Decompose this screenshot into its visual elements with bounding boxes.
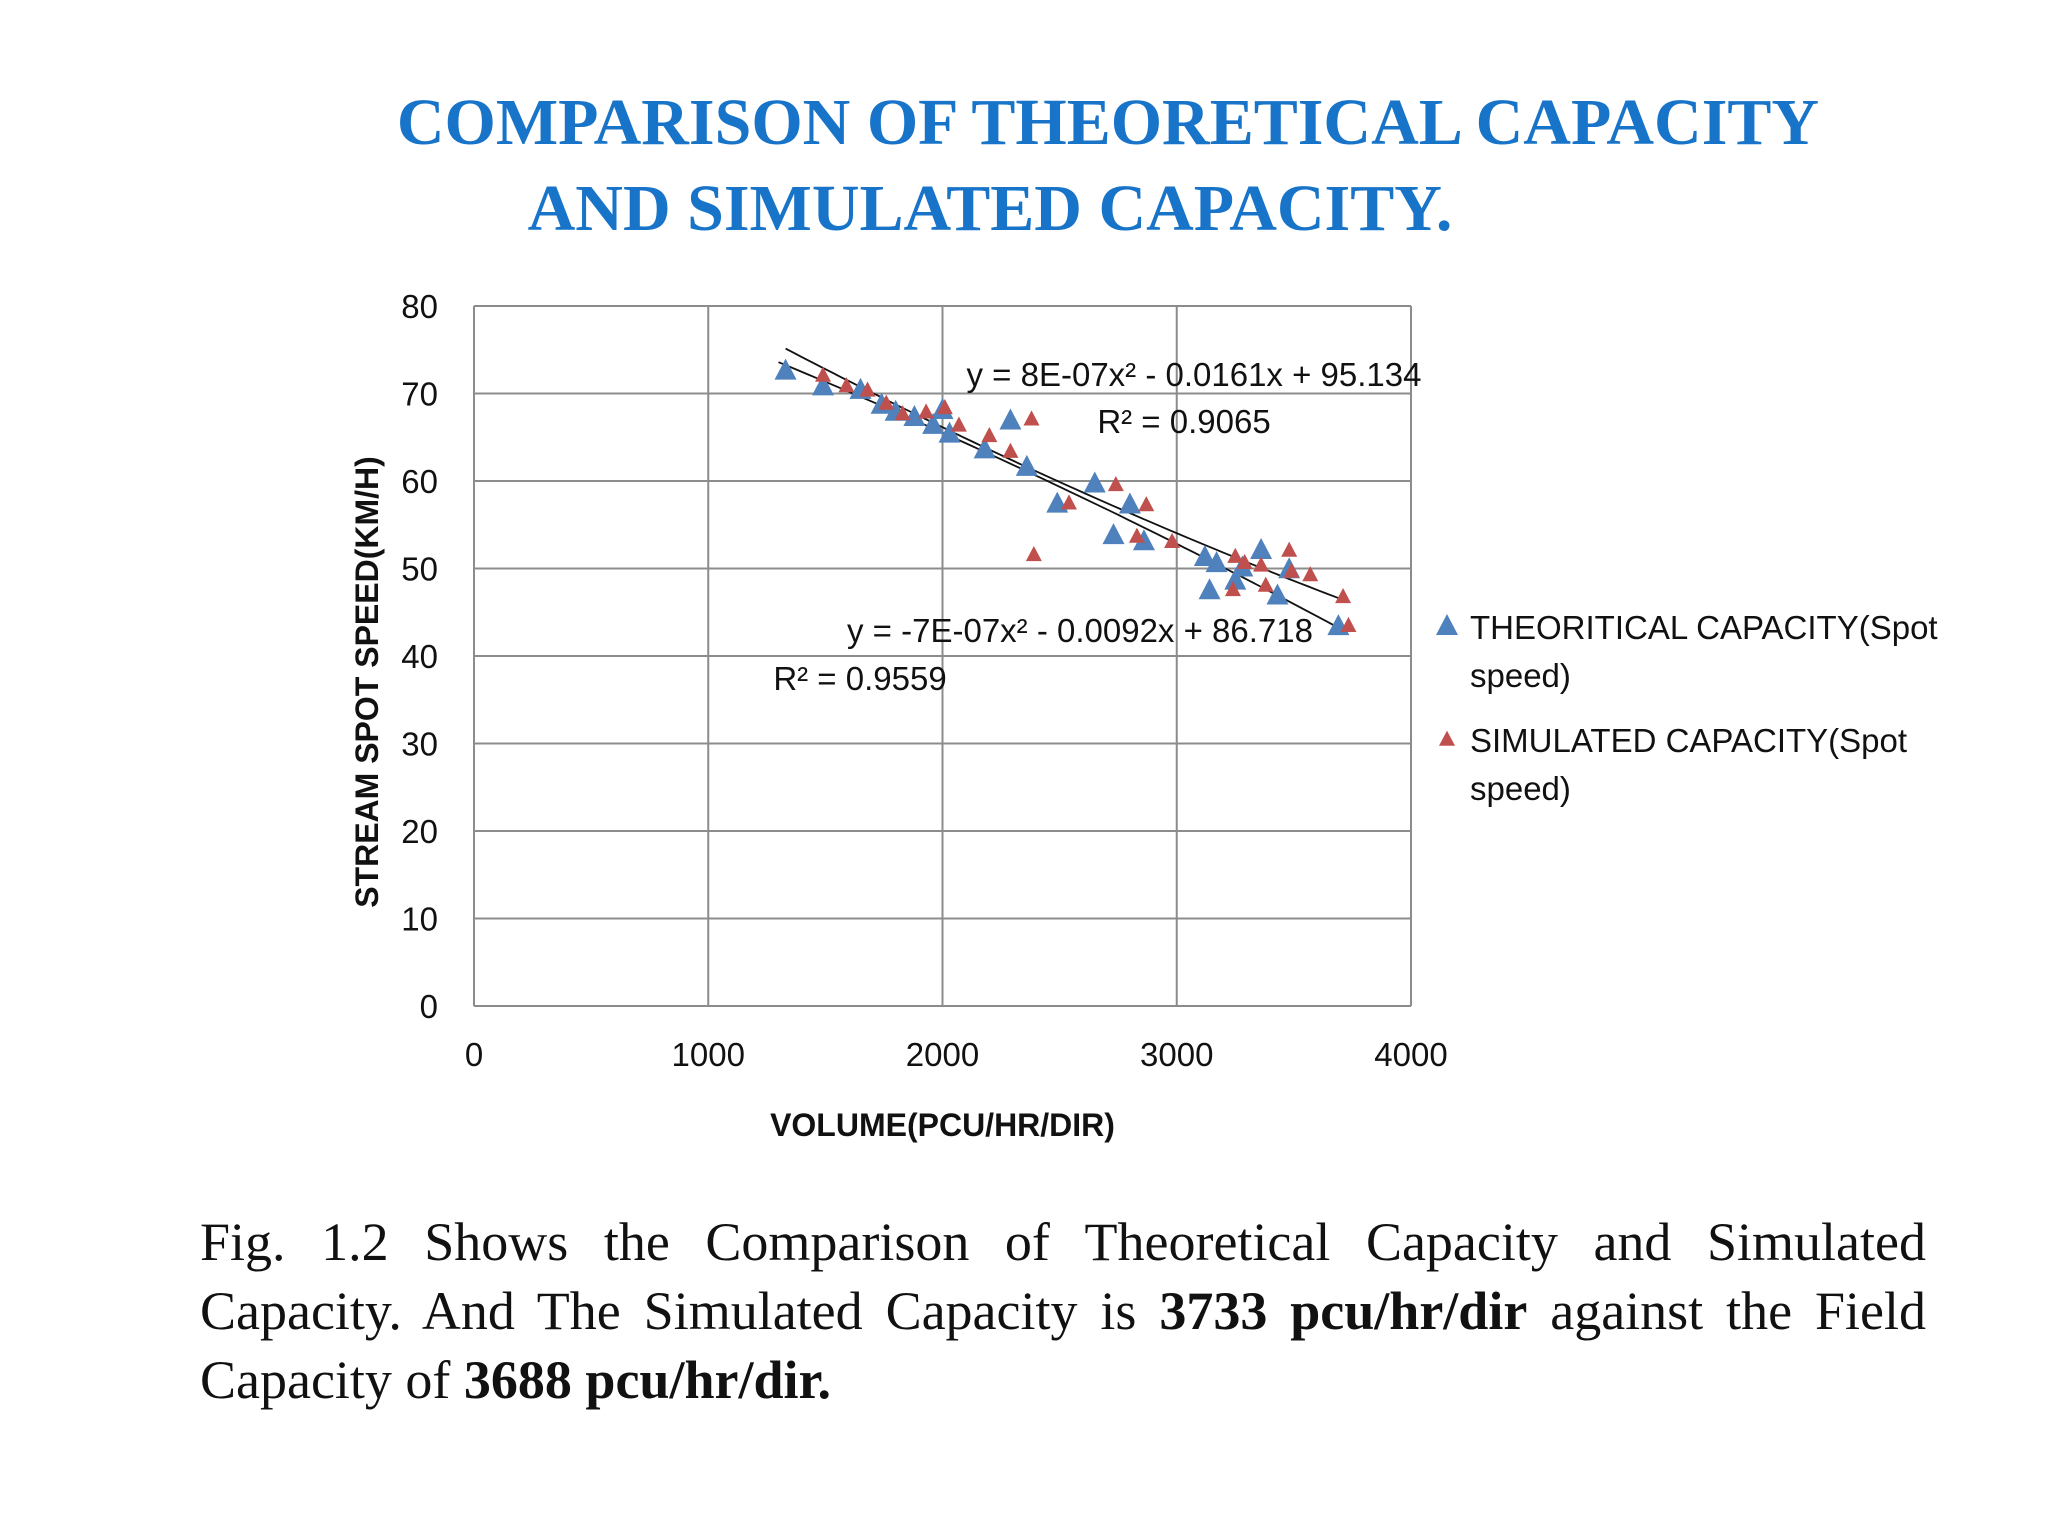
point-series-2-21	[1253, 556, 1270, 572]
point-series-2-17	[1164, 532, 1181, 549]
point-series-1-16	[1118, 492, 1141, 514]
figure-caption: Fig. 1.2 Shows the Comparison of Theoret…	[200, 1208, 1926, 1415]
point-series-2-7	[936, 398, 953, 415]
caption-bold-simulated: 3733 pcu/hr/dir	[1159, 1281, 1528, 1341]
legend-marker-series-2	[1439, 730, 1455, 746]
point-series-1-21	[1224, 568, 1247, 590]
x-tick-label-4000: 4000	[1374, 1036, 1447, 1073]
point-series-2-15	[1128, 527, 1145, 543]
legend-label-series-2-line-1: SIMULATED CAPACITY(Spot	[1470, 722, 1907, 759]
point-series-1-11	[999, 408, 1022, 430]
point-series-1-20	[1198, 578, 1221, 600]
point-series-2-13	[1060, 494, 1077, 510]
y-tick-label-20: 20	[401, 813, 438, 850]
data-points	[774, 358, 1357, 636]
point-series-2-4	[878, 394, 895, 410]
x-axis-title: VOLUME(PCU/HR/DIR)	[770, 1107, 1115, 1143]
point-series-2-18	[1224, 580, 1241, 597]
legend-label-series-1-line-1: THEORITICAL CAPACITY(Spot	[1470, 609, 1938, 646]
legend-label-series-2-line-2: speed)	[1470, 770, 1571, 807]
y-tick-label-30: 30	[401, 726, 438, 763]
caption-text-1: Fig. 1.2 Shows the Comparison of Theoret…	[200, 1212, 1926, 1341]
point-series-2-22	[1257, 576, 1274, 592]
point-series-1-10	[973, 437, 996, 459]
point-series-2-24	[1283, 562, 1300, 578]
point-series-2-8	[950, 416, 967, 432]
trendline-series-2	[785, 347, 1346, 602]
caption-bold-field: 3688 pcu/hr/dir.	[463, 1350, 832, 1410]
point-series-2-14	[1107, 475, 1124, 492]
point-series-1-9	[938, 421, 961, 443]
point-series-1-6	[903, 405, 926, 426]
point-series-2-6	[918, 403, 935, 419]
y-tick-label-50: 50	[401, 551, 438, 588]
trendline-equation-series-2: y = 8E-07x² - 0.0161x + 95.134	[967, 356, 1422, 393]
trendline-series-1	[778, 361, 1346, 633]
point-series-2-16	[1138, 496, 1155, 512]
point-series-2-26	[1335, 587, 1352, 604]
point-series-1-1	[774, 358, 797, 380]
x-tick-label-3000: 3000	[1140, 1036, 1213, 1073]
point-series-1-24	[1266, 583, 1289, 605]
point-series-1-17	[1132, 529, 1155, 551]
point-series-2-25	[1302, 566, 1319, 582]
annotations: VOLUME(PCU/HR/DIR) STREAM SPOT SPEED(KM/H…	[349, 356, 1421, 1143]
caption-text-2: against the Field Capacity of	[200, 1281, 1926, 1410]
point-series-1-7	[922, 412, 945, 434]
x-tick-label-0: 0	[465, 1036, 483, 1073]
point-series-1-15	[1102, 523, 1125, 545]
point-series-1-23	[1250, 538, 1273, 559]
point-series-1-14	[1083, 471, 1106, 493]
point-series-1-18	[1193, 545, 1216, 566]
point-series-2-19	[1227, 547, 1244, 563]
y-tick-label-70: 70	[401, 376, 438, 413]
page-title-line-1: COMPARISON OF THEORETICAL CAPACITY	[396, 86, 1820, 159]
point-series-2-2	[838, 377, 855, 393]
y-tick-label-10: 10	[401, 901, 438, 938]
trendline-equation-series-1: y = -7E-07x² - 0.0092x + 86.718	[847, 612, 1313, 649]
y-tick-label-60: 60	[401, 463, 438, 500]
point-series-2-10	[1002, 442, 1019, 458]
page-title-line-2: AND SIMULATED CAPACITY.	[527, 172, 1453, 245]
x-tick-label-2000: 2000	[906, 1036, 979, 1073]
x-tick-label-1000: 1000	[672, 1036, 745, 1073]
trendline-r2-series-1: R² = 0.9559	[773, 660, 946, 697]
legend-label-series-1-line-2: speed)	[1470, 657, 1571, 694]
point-series-2-9	[981, 426, 998, 443]
scatter-chart: 0 10 20 30 40 50 60 70 80 0 1000 2000 3000 4000 VOLUM…	[349, 288, 1938, 1143]
trendline-r2-series-2: R² = 0.9065	[1097, 403, 1270, 440]
point-series-1-12	[1015, 454, 1038, 476]
point-series-2-3	[859, 381, 876, 397]
point-series-2-20	[1236, 553, 1253, 570]
point-series-2-23	[1281, 541, 1298, 557]
tick-labels: 0 10 20 30 40 50 60 70 80 0 1000 2000 3000 4000	[401, 288, 1447, 1073]
point-series-2-1	[815, 366, 832, 382]
point-series-2-11	[1023, 410, 1040, 426]
y-tick-label-0: 0	[420, 988, 438, 1025]
point-series-1-19	[1205, 551, 1228, 573]
y-tick-label-40: 40	[401, 638, 438, 675]
grid-lines	[473, 305, 1412, 1007]
trendlines	[778, 347, 1346, 633]
legend-marker-series-1	[1436, 614, 1458, 635]
point-series-2-12	[1025, 545, 1042, 562]
y-tick-label-80: 80	[401, 288, 438, 325]
y-axis-title: STREAM SPOT SPEED(KM/H)	[349, 456, 385, 908]
point-series-2-27	[1340, 616, 1357, 633]
point-series-2-5	[894, 405, 911, 421]
point-series-1-2	[812, 374, 835, 396]
legend: THEORITICAL CAPACITY(Spot speed) SIMULATED…	[1436, 609, 1938, 807]
